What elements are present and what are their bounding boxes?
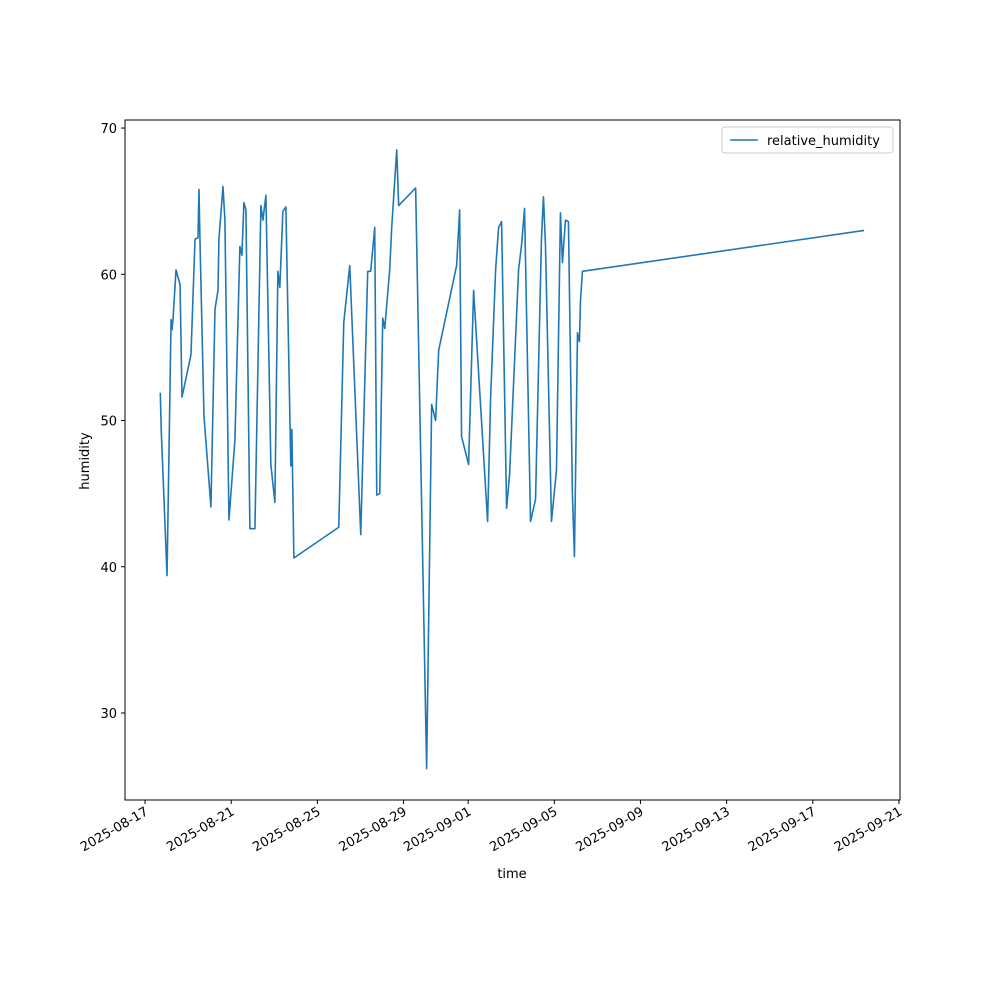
y-tick-label: 50 [100,415,117,430]
y-tick-label: 30 [100,707,117,722]
axes-frame [124,119,901,801]
y-tick-label: 60 [100,268,117,283]
x-axis-label: time [497,867,526,882]
y-tick-label: 40 [100,561,117,576]
y-tick-label: 70 [100,122,117,137]
line [159,149,865,770]
legend-box [721,126,894,154]
legend-label: relative_humidity [767,134,880,149]
y-axis-label: humidity [78,432,93,490]
